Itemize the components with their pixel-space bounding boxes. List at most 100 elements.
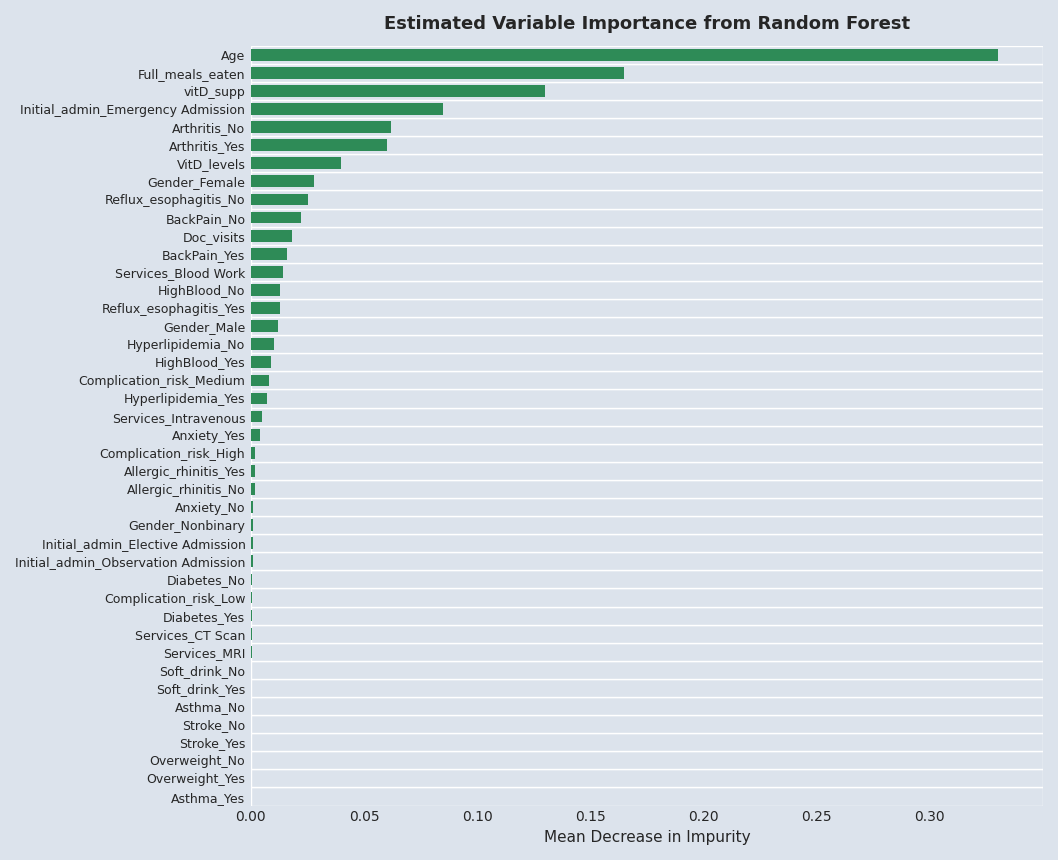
Bar <box>251 374 269 386</box>
Bar <box>251 770 1043 788</box>
Bar <box>251 284 280 296</box>
Bar <box>251 356 271 368</box>
Bar <box>251 175 314 187</box>
Bar <box>251 574 252 586</box>
Bar <box>251 660 1043 679</box>
Bar <box>251 534 1043 552</box>
Bar <box>251 519 253 531</box>
Bar <box>251 248 287 260</box>
Bar <box>251 610 252 622</box>
Bar <box>251 426 1043 444</box>
Bar <box>251 390 1043 408</box>
Bar <box>251 103 443 115</box>
Bar <box>251 103 443 115</box>
Bar <box>251 248 287 260</box>
Bar <box>251 194 308 206</box>
Bar <box>251 212 300 224</box>
Bar <box>251 519 253 531</box>
Bar <box>251 281 1043 299</box>
Bar <box>251 302 280 314</box>
Bar <box>251 139 387 151</box>
Bar <box>251 212 300 224</box>
Bar <box>251 606 1043 624</box>
Bar <box>251 154 1043 172</box>
Bar <box>251 157 342 169</box>
Bar <box>251 411 262 422</box>
Bar <box>251 302 280 314</box>
Bar <box>251 393 267 404</box>
Bar <box>251 245 1043 263</box>
Bar <box>251 353 1043 372</box>
Bar <box>251 139 387 151</box>
Bar <box>251 230 292 242</box>
Bar <box>251 501 253 513</box>
Bar <box>251 538 253 550</box>
Bar <box>251 588 1043 606</box>
Bar <box>251 462 1043 480</box>
Bar <box>251 716 1043 734</box>
Bar <box>251 592 252 604</box>
Bar <box>251 266 282 278</box>
Bar <box>251 67 624 78</box>
Bar <box>251 194 308 206</box>
Bar <box>251 408 1043 426</box>
Bar <box>251 208 1043 226</box>
Bar <box>251 393 267 404</box>
Bar <box>251 592 252 604</box>
Bar <box>251 465 255 476</box>
X-axis label: Mean Decrease in Impurity: Mean Decrease in Impurity <box>544 830 750 845</box>
Bar <box>251 230 292 242</box>
Bar <box>251 266 282 278</box>
Bar <box>251 679 1043 697</box>
Bar <box>251 374 269 386</box>
Title: Estimated Variable Importance from Random Forest: Estimated Variable Importance from Rando… <box>384 15 910 33</box>
Bar <box>251 483 255 494</box>
Bar <box>251 100 1043 118</box>
Bar <box>251 335 1043 353</box>
Bar <box>251 157 342 169</box>
Bar <box>251 175 314 187</box>
Bar <box>251 172 1043 190</box>
Bar <box>251 284 280 296</box>
Bar <box>251 338 274 350</box>
Bar <box>251 136 1043 154</box>
Bar <box>251 501 253 513</box>
Bar <box>251 67 624 78</box>
Bar <box>251 610 252 622</box>
Bar <box>251 752 1043 770</box>
Bar <box>251 372 1043 390</box>
Bar <box>251 556 253 568</box>
Bar <box>251 85 545 97</box>
Bar <box>251 190 1043 208</box>
Bar <box>251 49 998 60</box>
Bar <box>251 118 1043 136</box>
Bar <box>251 574 252 586</box>
Bar <box>251 411 262 422</box>
Bar <box>251 570 1043 588</box>
Bar <box>251 429 260 440</box>
Bar <box>251 788 1043 806</box>
Bar <box>251 556 253 568</box>
Bar <box>251 552 1043 570</box>
Bar <box>251 734 1043 752</box>
Bar <box>251 226 1043 245</box>
Bar <box>251 317 1043 335</box>
Bar <box>251 483 255 494</box>
Bar <box>251 624 1043 642</box>
Bar <box>251 320 278 332</box>
Bar <box>251 444 1043 462</box>
Bar <box>251 46 1043 64</box>
Bar <box>251 642 1043 660</box>
Bar <box>251 516 1043 534</box>
Bar <box>251 82 1043 100</box>
Bar <box>251 85 545 97</box>
Bar <box>251 320 278 332</box>
Bar <box>251 338 274 350</box>
Bar <box>251 480 1043 498</box>
Bar <box>251 447 255 458</box>
Bar <box>251 121 391 133</box>
Bar <box>251 263 1043 281</box>
Bar <box>251 356 271 368</box>
Bar <box>251 538 253 550</box>
Bar <box>251 299 1043 317</box>
